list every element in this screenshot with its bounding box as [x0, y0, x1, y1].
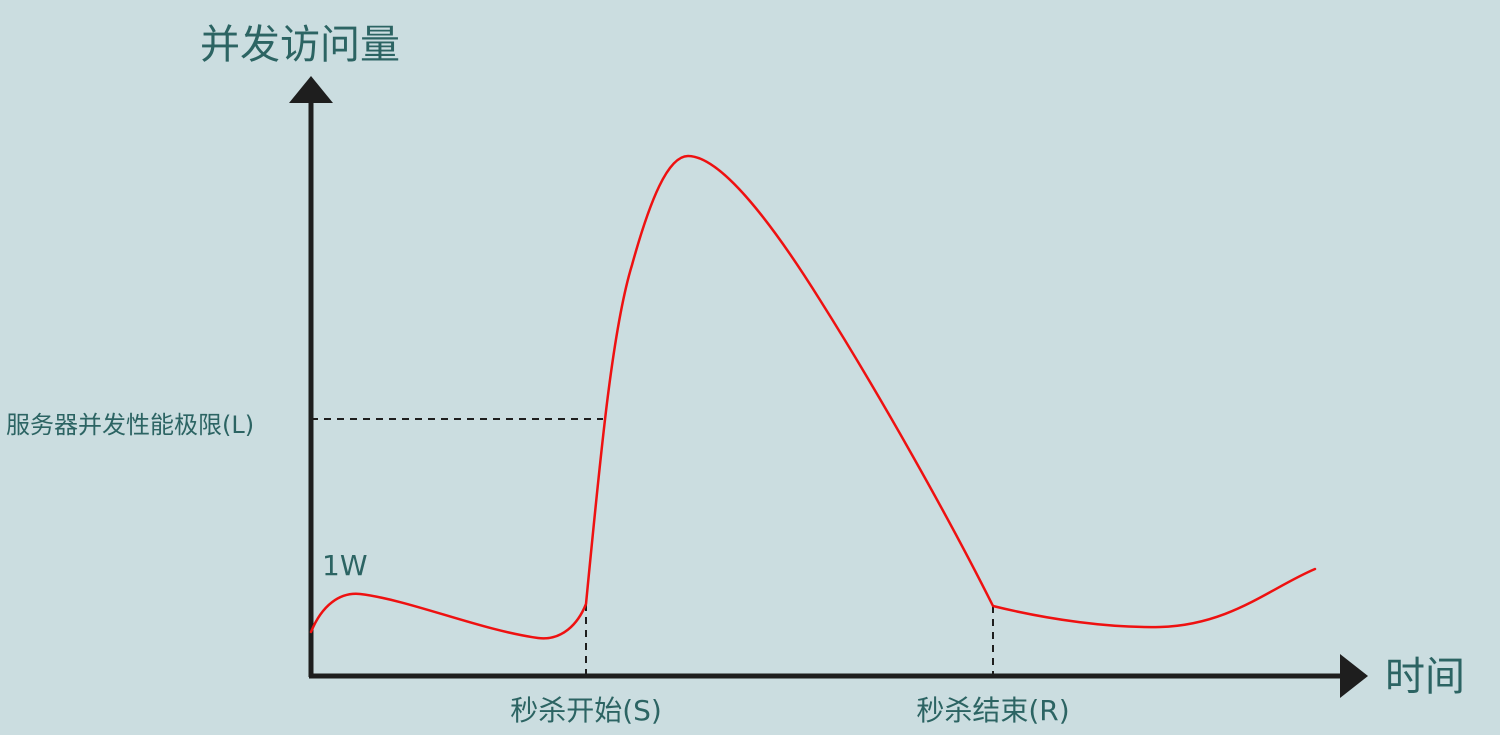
x-axis-arrow-icon [1340, 654, 1368, 698]
start-label: 秒杀开始(S) [510, 694, 662, 727]
limit-label: 服务器并发性能极限(L) [6, 411, 254, 439]
end-label: 秒杀结束(R) [916, 694, 1069, 727]
traffic-curve [309, 154, 1317, 640]
y-axis-arrow-icon [289, 76, 333, 103]
y-axis-label: 并发访问量 [200, 22, 400, 68]
baseline-label: 1W [322, 549, 368, 582]
x-axis-label: 时间 [1385, 654, 1465, 700]
